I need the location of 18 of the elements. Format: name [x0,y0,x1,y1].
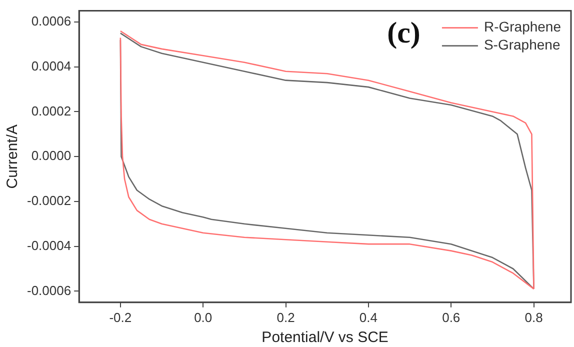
y-tick-label: -0.0004 [26,238,72,253]
y-tick-label: 0.0002 [31,103,72,118]
y-tick-label: 0.0004 [31,58,72,74]
y-tick-label: -0.0002 [26,193,72,208]
y-axis-title: Current/A [4,124,22,189]
x-axis-title: Potential/V vs SCE [262,329,388,346]
x-tick-label: 0.2 [276,310,295,325]
legend-label: R-Graphene [484,18,562,35]
x-tick-label: 0.0 [194,310,212,325]
x-tick-label: 0.4 [359,310,378,325]
annotation: (c) [387,16,420,50]
y-tick-label: 0.0006 [31,14,72,29]
legend-label: S-Graphene [484,36,560,53]
x-tick-label: -0.2 [109,310,132,325]
y-tick-label: 0.0000 [31,148,72,164]
y-tick-label: -0.0006 [26,282,72,298]
x-tick-label: 0.6 [442,310,460,325]
x-tick-label: 0.8 [524,310,543,325]
